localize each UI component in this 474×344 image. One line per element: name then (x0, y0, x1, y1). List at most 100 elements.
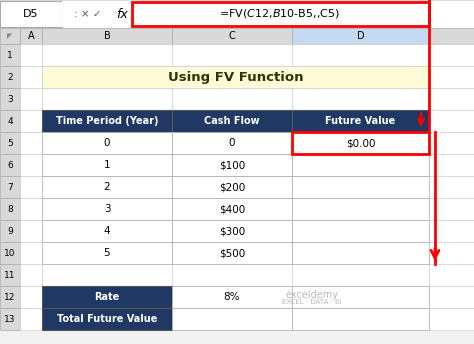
Bar (429, 286, 474, 308)
Bar (292, 176, 429, 198)
Bar (0, 286, 20, 308)
Bar (292, 176, 429, 198)
Bar (172, 308, 292, 330)
Text: 8%: 8% (224, 292, 240, 302)
Bar (172, 242, 292, 264)
Bar (20, 110, 42, 132)
Bar (292, 88, 429, 110)
Bar (292, 154, 429, 176)
Text: 3: 3 (104, 204, 110, 214)
Bar (172, 198, 292, 220)
Bar (292, 110, 429, 132)
Bar (429, 176, 474, 198)
Bar (0, 132, 20, 154)
Bar (292, 44, 429, 66)
Bar (429, 132, 474, 154)
Bar (292, 28, 429, 44)
Bar (42, 198, 172, 220)
Bar (172, 308, 292, 330)
Bar (0, 198, 20, 220)
Bar (42, 66, 429, 88)
Bar (429, 198, 474, 220)
Bar (20, 66, 42, 88)
Text: 13: 13 (4, 314, 16, 323)
Bar (172, 242, 292, 264)
Bar (429, 154, 474, 176)
Bar (0, 1, 62, 27)
Bar (429, 220, 474, 242)
Text: EXCEL · DATA · BI: EXCEL · DATA · BI (282, 300, 342, 305)
Text: 6: 6 (7, 161, 13, 170)
Text: Total Future Value: Total Future Value (57, 314, 157, 324)
Bar (0, 242, 20, 264)
Text: =FV($C$12,$B$10-B5,,C5): =FV($C$12,$B$10-B5,,C5) (219, 8, 340, 21)
Bar (42, 198, 172, 220)
Bar (429, 264, 474, 286)
Bar (172, 264, 292, 286)
Bar (42, 176, 172, 198)
Bar (292, 110, 429, 132)
Text: 2: 2 (7, 73, 13, 82)
Bar (20, 154, 42, 176)
Text: $0.00: $0.00 (346, 138, 375, 148)
Bar (20, 220, 42, 242)
Bar (172, 220, 292, 242)
Text: 1: 1 (104, 160, 110, 170)
Text: A: A (27, 31, 34, 41)
Bar (20, 176, 42, 198)
Bar (172, 132, 292, 154)
Bar (0, 28, 20, 44)
Bar (292, 308, 429, 330)
Bar (172, 110, 292, 132)
Bar (42, 88, 172, 110)
Bar (0, 110, 20, 132)
Text: D5: D5 (23, 9, 39, 19)
Text: Rate: Rate (94, 292, 119, 302)
Bar (42, 308, 172, 330)
Bar (0, 220, 20, 242)
Bar (42, 242, 172, 264)
Bar (0, 0, 474, 28)
Text: 2: 2 (104, 182, 110, 192)
Text: ◤: ◤ (7, 33, 13, 39)
Text: exceldemy: exceldemy (285, 290, 338, 300)
Bar (429, 66, 474, 88)
Text: $100: $100 (219, 160, 245, 170)
Bar (429, 28, 474, 44)
Text: Future Value: Future Value (325, 116, 396, 126)
Bar (42, 66, 172, 88)
Text: : × ✓: : × ✓ (74, 9, 102, 19)
Text: 0: 0 (104, 138, 110, 148)
Bar (42, 286, 172, 308)
Bar (172, 220, 292, 242)
Text: 4: 4 (104, 226, 110, 236)
Bar (292, 286, 429, 308)
Bar (132, 2, 429, 26)
Bar (42, 308, 172, 330)
Bar (292, 220, 429, 242)
Text: D: D (357, 31, 365, 41)
Bar (42, 110, 172, 132)
Bar (0, 88, 20, 110)
Text: 3: 3 (7, 95, 13, 104)
Text: fx: fx (116, 8, 128, 21)
Bar (172, 132, 292, 154)
Bar (172, 154, 292, 176)
Text: 12: 12 (4, 292, 16, 301)
Bar (0, 264, 20, 286)
Bar (292, 286, 429, 308)
Bar (292, 154, 429, 176)
Bar (20, 198, 42, 220)
Text: 10: 10 (4, 248, 16, 258)
Bar (172, 176, 292, 198)
Text: 1: 1 (7, 51, 13, 60)
Bar (429, 110, 474, 132)
Text: Time Period (Year): Time Period (Year) (56, 116, 158, 126)
Bar (42, 110, 172, 132)
Bar (292, 242, 429, 264)
Bar (42, 154, 172, 176)
Bar (0, 176, 20, 198)
Bar (0, 66, 20, 88)
Bar (172, 110, 292, 132)
Bar (292, 308, 429, 330)
